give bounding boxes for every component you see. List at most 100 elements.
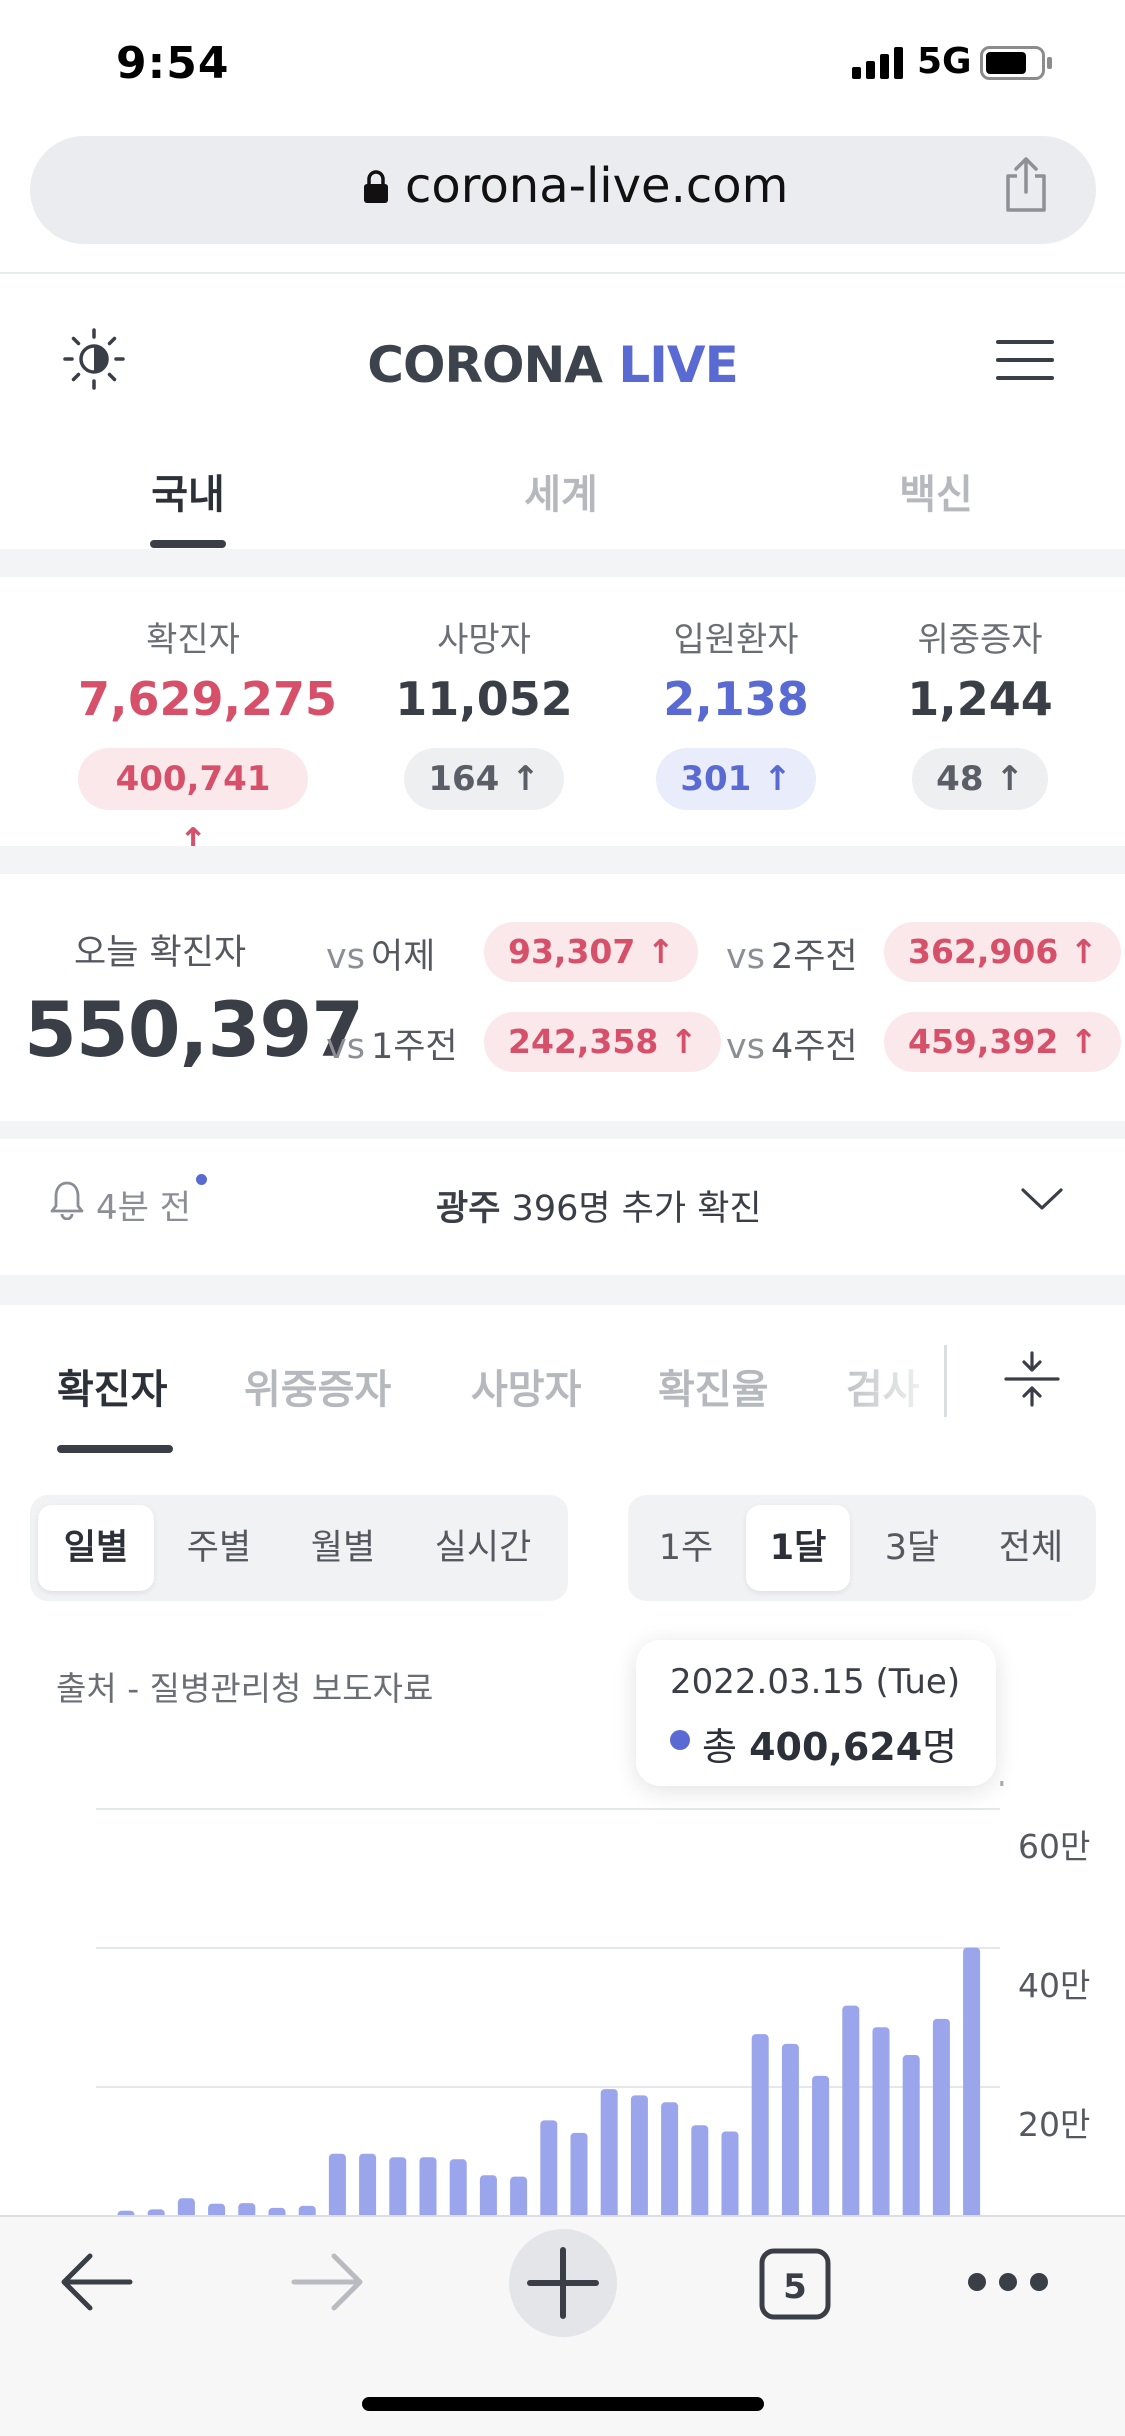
expand-collapse-icon[interactable] [1004,1351,1060,1407]
bar[interactable] [238,2203,256,2216]
vs-yesterday-value: 93,307 ↑ [484,922,699,982]
bar[interactable] [963,1947,981,2216]
stat-confirmed: 확진자 7,629,275 400,741 ↑ [78,612,337,861]
section-divider [0,1275,1125,1305]
bar[interactable] [661,2102,679,2216]
y-tick-label: 20만 [1018,2105,1091,2144]
vs-label: vs 2주전 [726,937,858,977]
range-1week[interactable]: 1주 [658,1528,714,1568]
share-icon[interactable] [1000,156,1052,214]
notice-text[interactable]: 광주 396명 추가 확진 [436,1189,762,1229]
period-filter: 일별 주별 월별 실시간 [30,1495,568,1601]
stat-hospitalized: 입원환자 2,138 301 ↑ [636,612,836,810]
bar[interactable] [389,2157,407,2216]
bar[interactable] [630,2095,648,2216]
bar[interactable] [510,2176,528,2216]
stat-delta: 48 ↑ [912,748,1048,810]
vs-label: vs 4주전 [726,1027,858,1067]
daily-cases-bar-chart[interactable] [0,1780,1125,2216]
vs-4weeks-value: 459,392 ↑ [884,1012,1122,1072]
tab-count-icon[interactable]: 5 [758,2248,832,2320]
more-options-icon[interactable] [966,2270,1050,2294]
bar[interactable] [902,2055,920,2216]
battery-icon [980,46,1052,80]
stat-value: 11,052 [395,672,573,726]
tab-critical[interactable]: 위중증자 [244,1367,392,1413]
tab-positive-rate[interactable]: 확진율 [658,1367,769,1413]
back-arrow-icon[interactable] [58,2250,134,2314]
series-color-dot [670,1730,690,1750]
divider [0,272,1125,274]
bar[interactable] [268,2207,286,2216]
bar[interactable] [691,2125,709,2216]
data-source: 출처 - 질병관리청 보도자료 [56,1669,434,1708]
tooltip-value: 총 400,624명 [702,1725,958,1769]
chevron-down-icon[interactable] [1020,1186,1064,1212]
bar[interactable] [117,2210,135,2216]
stat-delta: 400,741 ↑ [78,748,308,861]
address-bar[interactable] [30,136,1096,244]
range-all[interactable]: 전체 [998,1528,1064,1568]
bar[interactable] [721,2131,739,2216]
url-text[interactable]: corona-live.com [405,158,789,214]
stat-value: 2,138 [663,672,809,726]
bar[interactable] [872,2027,890,2216]
status-time: 9:54 [116,38,230,89]
tab-domestic[interactable]: 국내 [151,472,225,518]
stat-label: 사망자 [437,620,531,660]
bar[interactable] [932,2018,950,2216]
notice-time: 4분 전 [96,1188,191,1228]
bar[interactable] [359,2153,377,2216]
tab-confirmed[interactable]: 확진자 [57,1367,168,1413]
tab-vaccine[interactable]: 백신 [899,472,973,518]
bar[interactable] [208,2203,226,2216]
bar[interactable] [842,2005,860,2216]
new-tab-plus-icon[interactable] [508,2228,618,2338]
vs-label: vs 어제 [326,937,436,977]
tooltip-date: 2022.03.15 (Tue) [670,1662,961,1702]
new-indicator-dot [196,1174,207,1185]
range-filter: 1주 1달 3달 전체 [628,1495,1096,1601]
bar[interactable] [328,2153,346,2216]
tab-world[interactable]: 세계 [524,472,598,518]
bar[interactable] [781,2043,799,2216]
bar[interactable] [812,2075,830,2216]
forward-arrow-icon[interactable] [290,2250,366,2314]
range-1month[interactable]: 1달 [746,1505,850,1591]
today-value: 550,397 [24,985,364,1074]
range-3months[interactable]: 3달 [884,1528,940,1568]
filter-monthly[interactable]: 월별 [310,1528,376,1568]
section-divider [0,549,1125,577]
y-tick-label: 40만 [1018,1966,1091,2005]
filter-daily[interactable]: 일별 [38,1505,154,1591]
bar[interactable] [600,2089,618,2216]
vs-2weeks-value: 362,906 ↑ [884,922,1122,982]
today-label: 오늘 확진자 [74,933,247,973]
bar[interactable] [419,2157,437,2216]
theme-toggle-icon[interactable] [62,327,126,391]
stat-value: 1,244 [907,672,1053,726]
stat-deaths: 사망자 11,052 164 ↑ [384,612,584,810]
bar[interactable] [479,2175,497,2216]
chart-tooltip: 2022.03.15 (Tue) 총 400,624명 [636,1640,996,1786]
bar[interactable] [177,2198,195,2216]
scroll-fade [830,1345,946,1425]
stat-value: 7,629,275 [78,672,337,726]
bar[interactable] [570,2132,588,2216]
tab-count: 5 [783,2267,807,2307]
filter-realtime[interactable]: 실시간 [434,1528,532,1568]
menu-icon[interactable] [996,338,1054,382]
filter-weekly[interactable]: 주별 [186,1528,252,1568]
tab-deaths[interactable]: 사망자 [471,1367,582,1413]
logo-text: CORONA [367,336,603,394]
vs-label: vs 1주전 [326,1027,458,1067]
bar[interactable] [449,2159,467,2216]
bar[interactable] [147,2209,165,2216]
logo-accent-text: LIVE [618,336,738,394]
site-logo[interactable]: CORONA LIVE [0,336,1105,394]
bar[interactable] [298,2205,316,2216]
bar[interactable] [540,2120,558,2216]
bar[interactable] [751,2034,769,2216]
stat-label: 확진자 [146,620,240,660]
tab-separator [944,1345,947,1417]
